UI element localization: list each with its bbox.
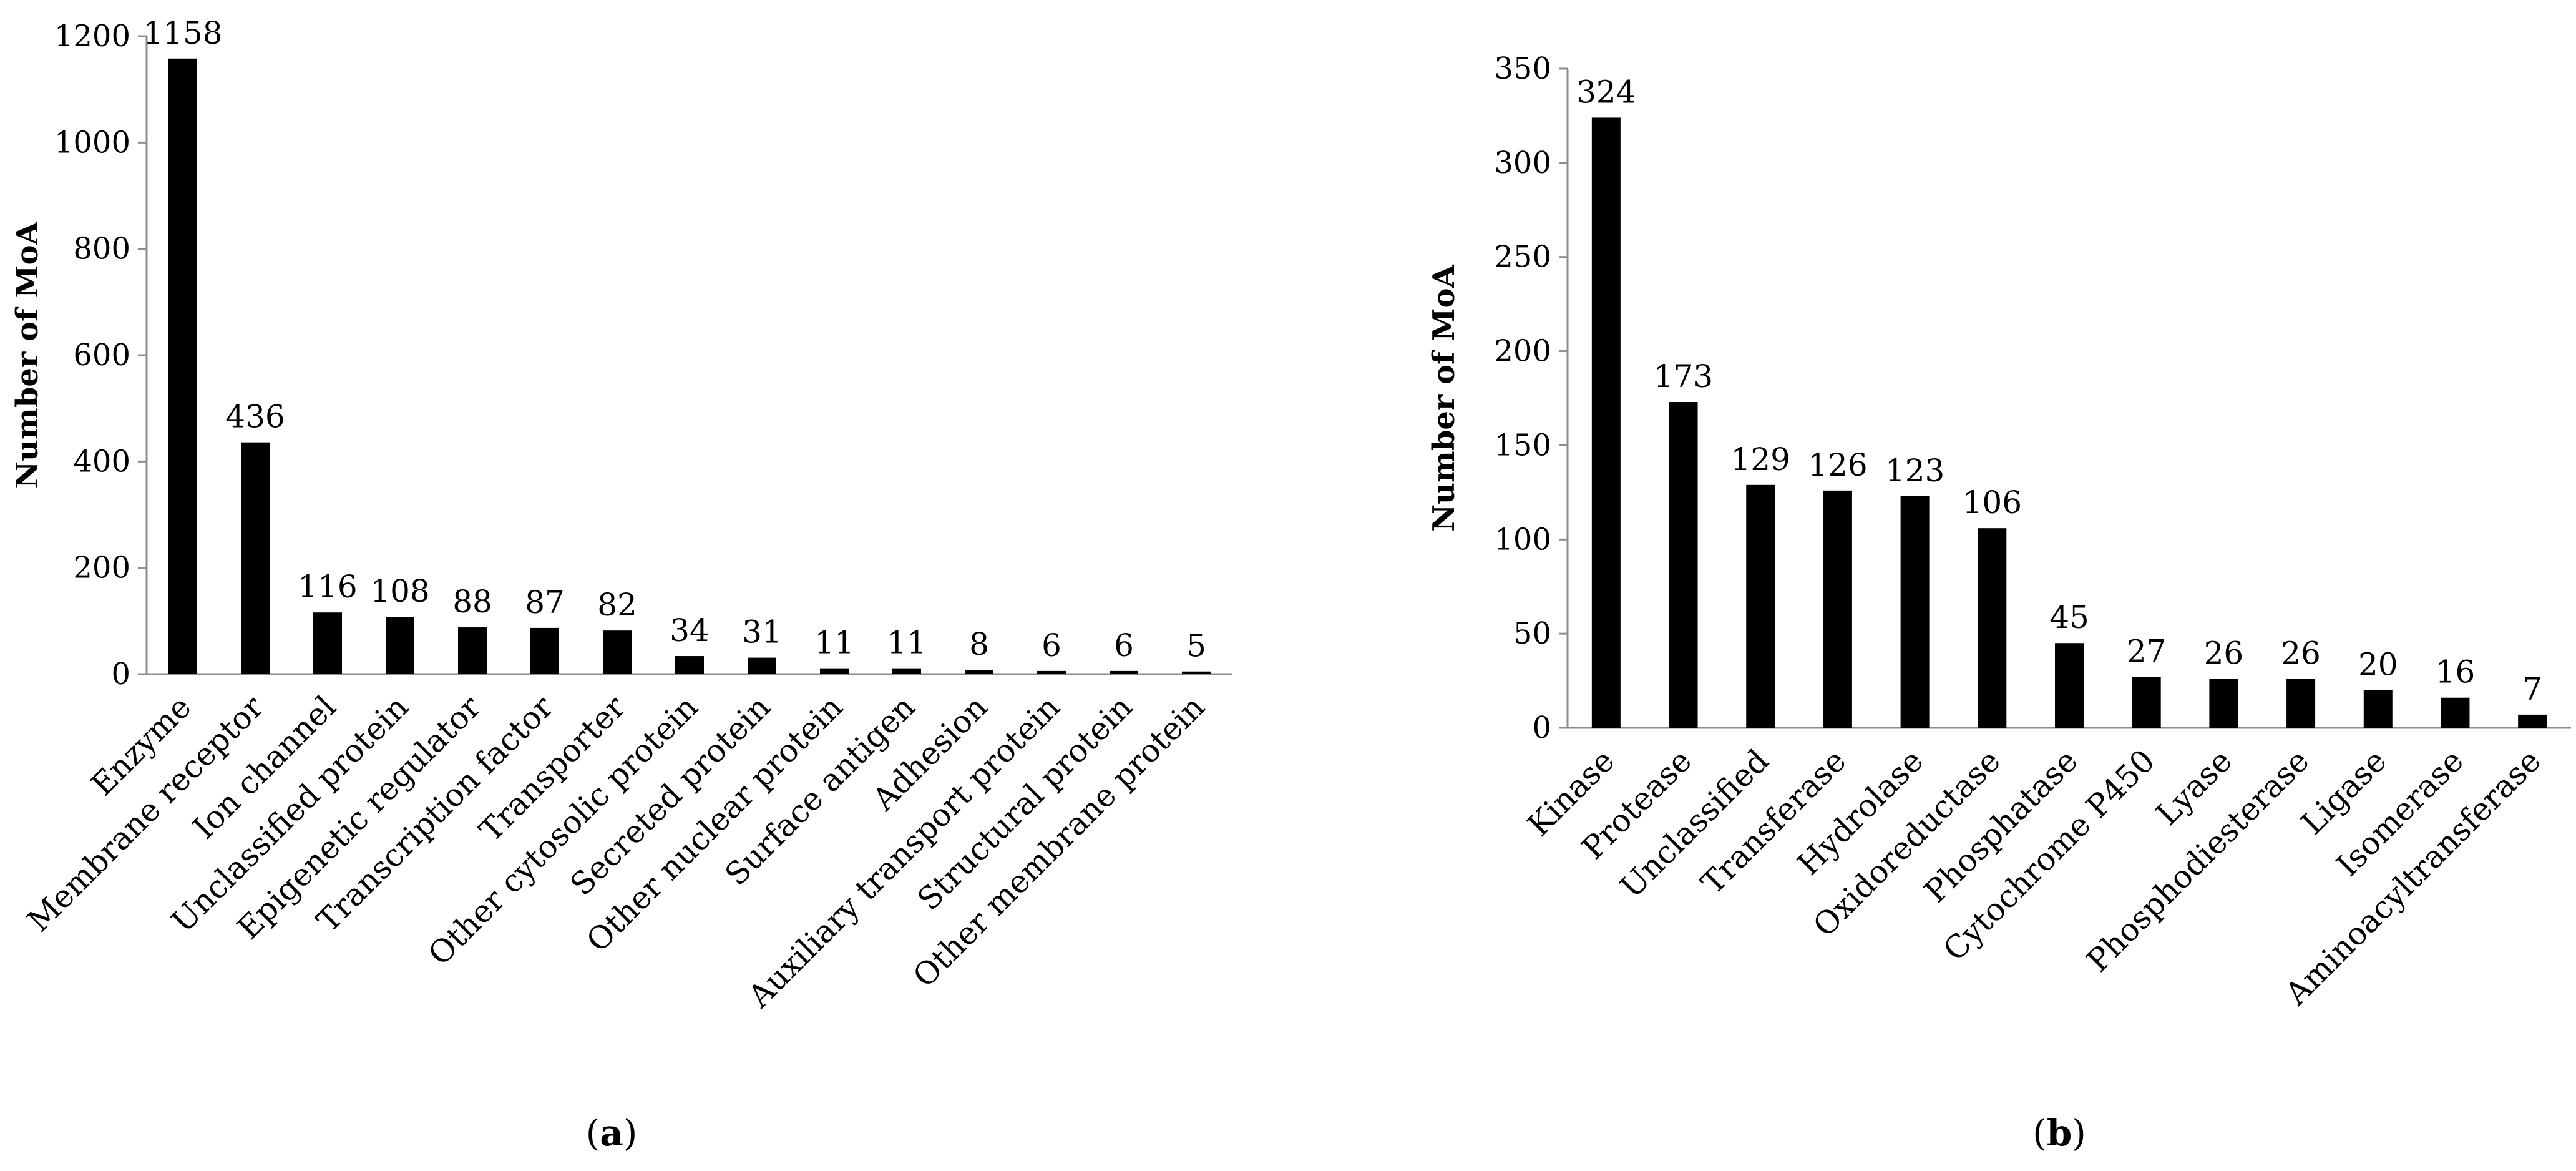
data-label: 45 [2049,599,2089,635]
y-tick-label: 1200 [54,19,130,54]
y-tick-label: 250 [1494,240,1551,275]
data-label: 5 [1186,628,1206,664]
bar [603,630,632,674]
bar [820,668,849,674]
data-label: 1158 [143,15,222,51]
bar [1823,490,1852,728]
bar [2132,677,2161,728]
bar [2209,679,2238,728]
data-label: 8 [969,626,989,662]
data-label: 88 [452,584,492,620]
data-label: 87 [525,584,565,620]
data-label: 436 [225,399,285,435]
data-label: 123 [1885,453,1944,489]
bar [1182,671,1211,674]
data-label: 16 [2436,654,2476,690]
bar [1669,402,1698,728]
y-tick-label: 800 [73,232,130,267]
y-tick-label: 50 [1513,616,1551,651]
data-label: 82 [597,587,637,623]
bar [2518,714,2547,728]
bar [241,442,270,674]
data-label: 27 [2127,634,2167,670]
bar [1746,484,1775,728]
data-label: 20 [2358,647,2398,683]
bar [2286,679,2316,728]
data-label: 108 [370,573,429,609]
data-label: 11 [887,625,927,661]
data-label: 11 [814,625,854,661]
bar [675,656,704,674]
data-label: 31 [742,614,782,650]
data-label: 34 [670,612,710,649]
bar [2363,690,2393,728]
panel-caption: (b) [2032,1112,2086,1154]
bar [386,617,414,674]
y-tick-label: 0 [1532,710,1551,745]
data-label: 324 [1576,74,1636,110]
data-label: 6 [1114,627,1134,664]
data-label: 129 [1731,441,1790,478]
bar [2441,697,2470,728]
data-label: 173 [1654,358,1713,394]
data-label: 6 [1042,627,1061,664]
data-label: 106 [1963,484,2022,521]
y-tick-label: 200 [73,551,130,586]
y-tick-label: 1000 [54,125,130,160]
y-axis-label: Number of MoA [1427,265,1461,532]
y-tick-label: 600 [73,338,130,373]
data-label: 126 [1808,447,1867,483]
data-label: 7 [2522,671,2542,707]
y-axis-label: Number of MoA [10,222,45,489]
bar [168,58,197,674]
bar [2055,643,2084,728]
bar [748,657,776,674]
bar [1037,670,1066,674]
bar [965,670,993,674]
y-tick-label: 300 [1494,145,1551,180]
data-label: 26 [2204,635,2244,672]
bar [1978,528,2007,728]
bar [458,627,487,674]
bar [313,612,342,674]
bar [892,668,921,674]
panel-caption: (a) [586,1112,638,1154]
y-tick-label: 400 [73,444,130,479]
bar [530,627,559,674]
y-tick-label: 350 [1494,51,1551,86]
y-tick-label: 0 [111,657,130,692]
bar [1900,496,1930,728]
bar [1591,117,1621,728]
data-label: 116 [298,569,357,605]
y-tick-label: 150 [1494,428,1551,463]
data-label: 26 [2281,635,2321,672]
bar [1110,670,1138,674]
y-tick-label: 100 [1494,522,1551,557]
y-tick-label: 200 [1494,334,1551,369]
